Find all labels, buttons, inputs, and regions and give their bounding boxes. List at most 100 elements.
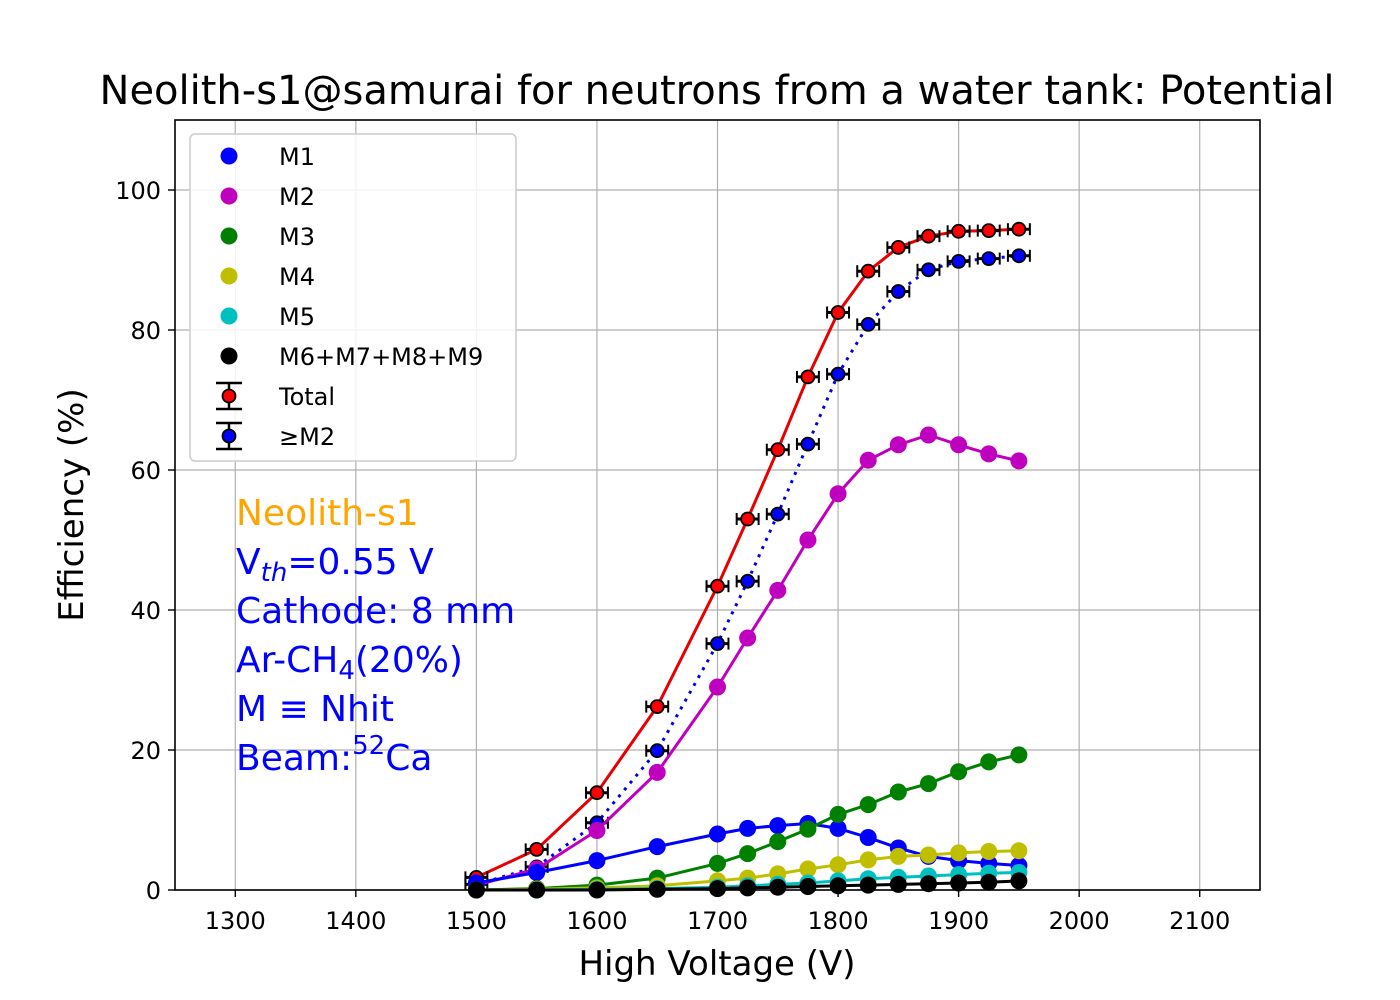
x-tick-label: 1600 [566,907,627,935]
data-point [980,753,998,771]
data-point [950,844,968,862]
legend-entry-M1: M1 [220,143,315,171]
data-point [890,239,906,255]
data-point [740,511,756,527]
data-point [921,228,936,244]
data-point [528,864,546,881]
data-point [950,436,968,454]
y-tick-label: 40 [130,597,161,625]
data-point [649,699,665,714]
annotation-block: Neolith-s1 Vth=0.55 V Cathode: 8 mm Ar-C… [236,493,515,779]
data-point [859,851,877,869]
legend-marker [220,187,238,205]
data-point [710,578,725,594]
series-layer [464,221,1031,899]
data-point [799,860,817,878]
annotation-beam-sup: 52 [352,731,385,761]
legend-label: M6+M7+M8+M9 [279,343,483,371]
data-point [981,251,997,267]
data-point [1010,452,1028,470]
legend-marker [221,428,237,444]
data-point [709,678,726,696]
data-point [860,316,876,332]
annotation-gas-sub: 4 [338,656,355,686]
legend-entry-M5: M5 [220,303,315,331]
legend-marker [220,147,238,165]
legend-label: M2 [279,183,315,211]
data-point [859,829,877,846]
legend-entry-M4: M4 [220,263,315,291]
data-point [769,878,787,896]
chart-title: Neolith-s1@samurai for neutrons from a w… [100,68,1335,114]
series-Total [464,221,1031,885]
data-point [769,581,787,599]
legend-marker [220,227,238,245]
legend-entry-M3: M3 [220,223,315,251]
annotation-detector: Neolith-s1 [236,493,419,534]
y-axis-label: Efficiency (%) [52,388,92,621]
annotation-beam: Beam:52Ca [236,731,432,779]
annotation-threshold-sub: th [261,558,288,588]
x-tick-label: 1800 [808,907,869,935]
data-point [770,506,786,522]
data-point [588,822,606,839]
data-point [859,876,877,894]
ticks: 1300 1400 1500 1600 1700 1800 1900 2000 2100 0 20 4… [115,177,1230,935]
data-point [648,838,666,856]
data-point [1011,221,1027,237]
data-point [710,636,725,651]
data-point [860,263,876,279]
data-point [950,763,968,781]
y-tick-label: 20 [130,737,161,765]
legend-label: Total [278,383,335,411]
data-point [529,842,545,857]
legend-box [189,133,517,462]
data-point [890,284,906,299]
x-axis-label: High Voltage (V) [578,944,855,984]
legend-entry-≥M2: ≥M2 [216,421,335,451]
data-point [980,843,998,860]
annotation-threshold-v: V [236,542,261,583]
legend-label: M5 [279,303,315,331]
data-point [829,805,847,823]
y-tick-label: 60 [130,457,161,485]
data-point [950,874,968,892]
data-point [951,223,967,239]
annotation-beam-main: Beam: [236,738,352,779]
x-tick-label: 2000 [1049,907,1110,935]
x-tick-label: 1500 [446,907,507,935]
legend-label: M3 [279,223,315,251]
data-point [889,436,907,454]
annotation-multiplicity: M ≡ Nhit [236,689,394,730]
data-point [889,783,907,801]
data-point [980,873,998,891]
legend-label: M4 [279,263,315,291]
legend: M1 M2 M3 M4 M5 M6+M7+M8+M9 Total ≥M2 [189,133,517,462]
data-point [919,875,937,893]
data-point [859,796,877,814]
legend-marker [220,347,238,365]
series-M2 [467,426,1028,894]
x-tick-label: 1700 [687,907,748,935]
data-point [919,846,937,864]
data-point [980,445,998,463]
x-tick-label: 2100 [1169,907,1230,935]
x-tick-label: 1300 [205,907,266,935]
data-point [951,253,967,269]
data-point [739,819,757,837]
data-point [889,875,907,893]
y-tick-label: 100 [115,177,161,205]
data-point [1010,872,1028,890]
legend-entry-M6+M7+M8+M9: M6+M7+M8+M9 [220,343,483,371]
data-point [649,743,665,759]
annotation-gas: Ar-CH4(20%) [236,640,463,686]
data-point [709,825,726,843]
data-point [739,879,757,897]
data-point [769,817,787,835]
legend-entry-Total: Total [216,381,335,411]
annotation-gas-main: Ar-CH [236,640,338,681]
annotation-cathode: Cathode: 8 mm [236,591,515,632]
data-point [919,426,937,444]
annotation-threshold-value: =0.55 V [287,542,434,583]
